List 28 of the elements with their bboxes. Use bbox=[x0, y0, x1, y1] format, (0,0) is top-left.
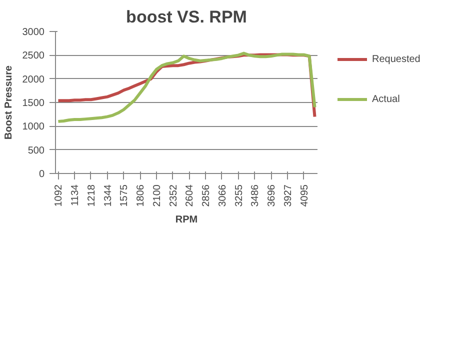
x-tick-label: 1092 bbox=[54, 184, 65, 207]
x-tick-label: 2604 bbox=[184, 184, 196, 207]
x-tick-label: 3066 bbox=[217, 184, 228, 207]
y-tick-label: 2500 bbox=[22, 50, 45, 62]
x-tick-label: 3255 bbox=[234, 184, 245, 207]
y-axis-title: Boost Pressure bbox=[3, 65, 14, 140]
x-tick-label: 1344 bbox=[102, 184, 114, 207]
legend-label: Actual bbox=[372, 94, 400, 104]
y-tick-label: 500 bbox=[28, 145, 45, 156]
x-tick-label: 3486 bbox=[250, 184, 262, 207]
x-axis-title: RPM bbox=[175, 214, 198, 226]
y-tick-label: 0 bbox=[38, 169, 45, 180]
x-tick-label: 4095 bbox=[299, 184, 310, 207]
y-tick-label: 3000 bbox=[22, 27, 45, 38]
x-tick-label: 1575 bbox=[119, 184, 130, 207]
x-tick-label: 2100 bbox=[152, 184, 163, 207]
x-tick-label: 1218 bbox=[86, 184, 98, 207]
x-tick-label: 3696 bbox=[266, 184, 278, 207]
legend-label: Requested bbox=[372, 54, 420, 64]
x-tick-label: 3927 bbox=[282, 184, 294, 207]
x-tick-label: 2352 bbox=[168, 184, 180, 207]
chart-title: boost VS. RPM bbox=[126, 8, 247, 26]
y-tick-label: 2000 bbox=[22, 74, 45, 86]
y-tick-label: 1500 bbox=[22, 98, 45, 109]
y-tick-label: 1000 bbox=[22, 122, 45, 133]
x-tick-label: 1134 bbox=[70, 184, 82, 206]
x-tick-label: 1806 bbox=[136, 184, 147, 207]
x-tick-label: 2856 bbox=[201, 184, 212, 207]
